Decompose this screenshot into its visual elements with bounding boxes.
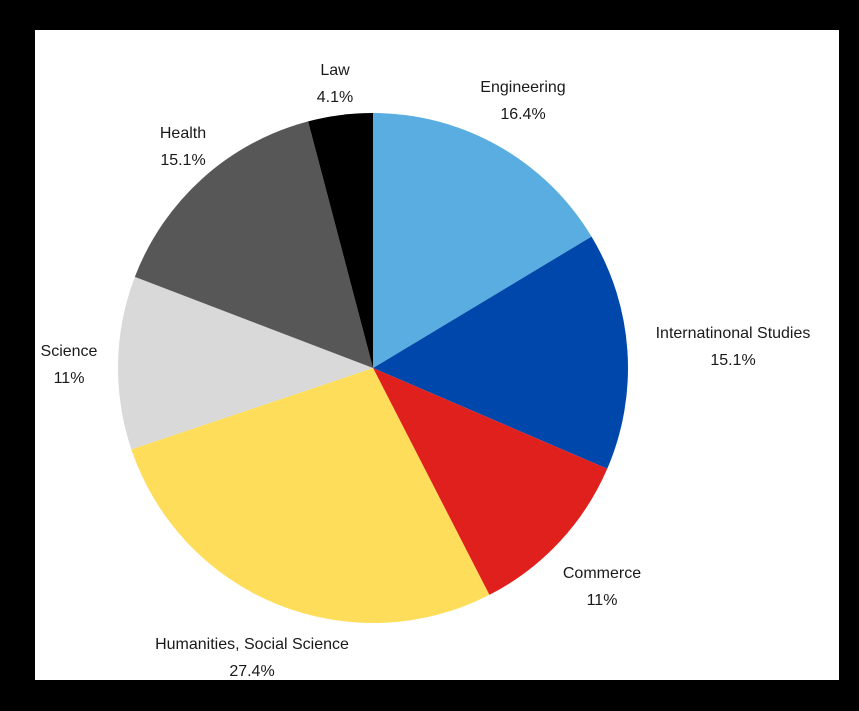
slice-category-label: Commerce	[563, 565, 641, 582]
slice-label: Health 15.1%	[160, 125, 206, 169]
slice-category-label: Internatinonal Studies	[656, 325, 811, 342]
slice-category-label: Engineering	[480, 79, 565, 96]
slice-percent-label: 16.4%	[500, 106, 545, 123]
pie-slice-health	[134, 121, 373, 369]
pie-slice-commerce	[373, 368, 608, 595]
slice-label: Humanities, Social Science 27.4%	[155, 636, 349, 680]
slice-label: Commerce 11%	[563, 565, 641, 609]
slice-label: Science 11%	[41, 343, 98, 387]
slice-category-label: Science	[41, 343, 98, 360]
slice-percent-label: 11%	[587, 592, 618, 609]
pie-slice-law	[308, 113, 373, 368]
slice-category-label: Humanities, Social Science	[155, 636, 349, 653]
pie-slice-engineering	[373, 113, 592, 368]
slice-label: Engineering 16.4%	[480, 79, 565, 123]
slice-label: Internatinonal Studies 15.1%	[656, 325, 811, 369]
chart-panel: Engineering 16.4% Internatinonal Studies 15…	[35, 30, 839, 680]
pie-slice-humanities-social-science	[131, 368, 490, 623]
slice-category-label: Health	[160, 125, 206, 142]
slice-percent-label: 27.4%	[229, 663, 274, 680]
pie-slices	[118, 113, 629, 623]
pie-slice-science	[118, 276, 373, 450]
pie-labels: Engineering 16.4% Internatinonal Studies 15…	[41, 62, 811, 680]
slice-percent-label: 4.1%	[317, 89, 353, 106]
slice-category-label: Law	[320, 62, 350, 79]
pie-chart: Engineering 16.4% Internatinonal Studies 15…	[41, 62, 811, 680]
slice-label: Law 4.1%	[317, 62, 353, 106]
pie-slice-internatinonal-studies	[373, 236, 629, 469]
slice-percent-label: 15.1%	[160, 152, 205, 169]
slice-percent-label: 11%	[54, 370, 85, 387]
slice-percent-label: 15.1%	[710, 352, 755, 369]
